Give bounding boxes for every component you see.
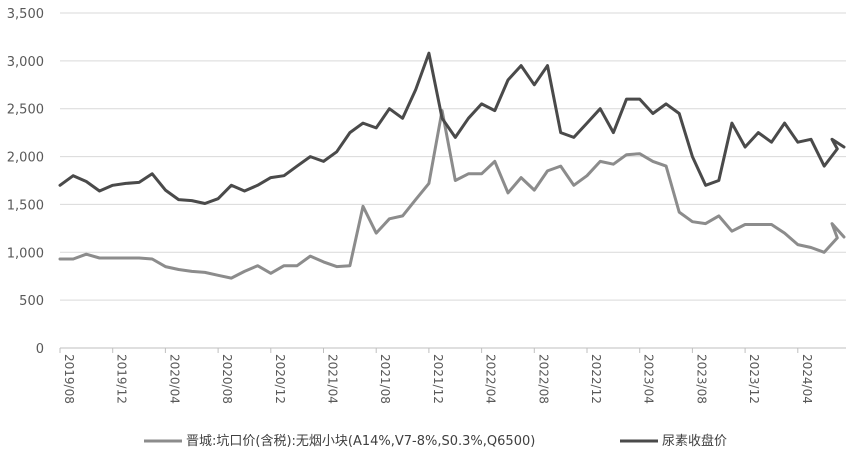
y-tick-label: 1,500 <box>7 198 44 213</box>
x-tick-label: 2020/08 <box>220 354 234 404</box>
x-tick-label: 2023/04 <box>642 354 656 404</box>
x-tick-label: 2023/08 <box>694 354 708 404</box>
x-tick-label: 2021/12 <box>431 354 445 404</box>
x-tick-label: 2019/08 <box>62 354 76 404</box>
x-tick-label: 2021/08 <box>378 354 392 404</box>
legend-label-urea-price: 尿素收盘价 <box>662 433 727 449</box>
y-tick-label: 3,000 <box>7 55 44 70</box>
x-tick-label: 2021/04 <box>326 354 340 404</box>
x-tick-label: 2022/12 <box>589 354 603 404</box>
legend: 晋城:坑口价(含税):无烟小块(A14%,V7-8%,S0.3%,Q6500) … <box>144 433 727 449</box>
x-tick-label: 2022/04 <box>484 354 498 404</box>
y-tick-label: 3,500 <box>7 7 44 22</box>
x-tick-label: 2022/08 <box>536 354 550 404</box>
x-tick-label: 2020/04 <box>167 354 181 404</box>
y-axis: 0 500 1,000 1,500 2,000 2,500 3,000 3,500 <box>7 7 44 357</box>
x-tick-label: 2024/04 <box>800 354 814 404</box>
x-tick-label: 2019/12 <box>115 354 129 404</box>
y-tick-label: 1,000 <box>7 246 44 261</box>
x-axis: 2019/08 2019/12 2020/04 2020/08 2020/12 2021/… <box>59 347 846 404</box>
gridlines <box>60 12 846 301</box>
x-tick-label: 2023/12 <box>747 354 761 404</box>
y-tick-label: 500 <box>19 294 44 309</box>
y-tick-label: 2,500 <box>7 103 44 118</box>
series-line-urea-price <box>58 51 846 205</box>
legend-label-coal-price: 晋城:坑口价(含税):无烟小块(A14%,V7-8%,S0.3%,Q6500) <box>186 433 535 449</box>
series-line-coal-price <box>58 109 846 280</box>
series-lines <box>58 51 846 280</box>
y-tick-label: 2,000 <box>7 151 44 166</box>
x-tick-label: 2020/12 <box>273 354 287 404</box>
y-tick-label: 0 <box>36 342 44 357</box>
